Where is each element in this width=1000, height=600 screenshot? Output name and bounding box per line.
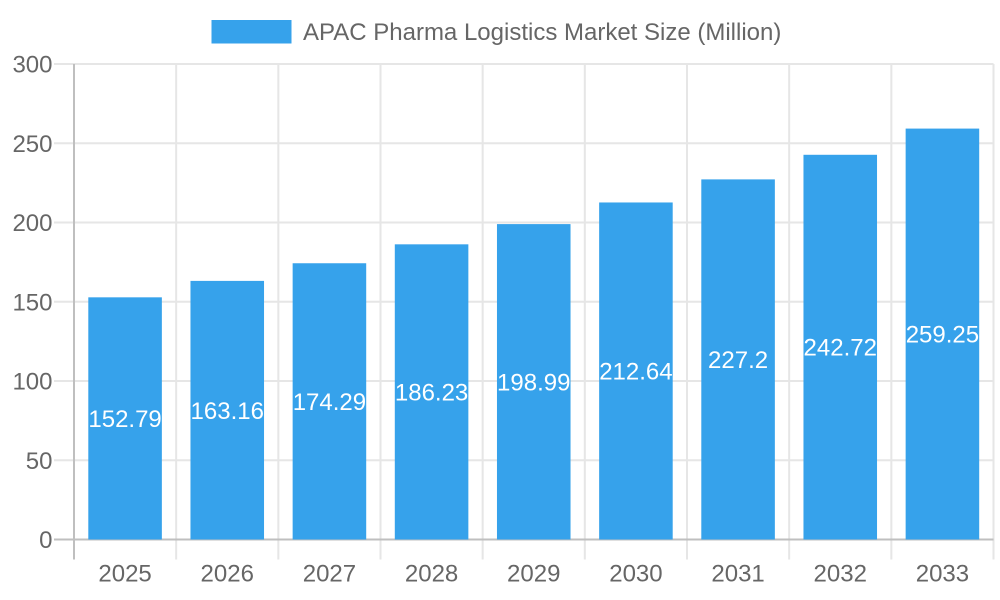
svg-text:250: 250 (12, 131, 52, 158)
svg-text:2025: 2025 (98, 561, 151, 588)
svg-text:259.25: 259.25 (906, 322, 979, 349)
svg-text:2028: 2028 (405, 561, 458, 588)
svg-text:150: 150 (12, 289, 52, 316)
svg-text:2026: 2026 (201, 561, 254, 588)
svg-text:152.79: 152.79 (88, 406, 161, 433)
svg-text:2033: 2033 (916, 561, 969, 588)
svg-text:198.99: 198.99 (497, 369, 570, 396)
svg-text:200: 200 (12, 210, 52, 237)
svg-text:300: 300 (12, 52, 52, 79)
svg-text:227.2: 227.2 (708, 347, 768, 374)
svg-text:2032: 2032 (814, 561, 867, 588)
svg-text:2030: 2030 (609, 561, 662, 588)
svg-text:212.64: 212.64 (599, 359, 672, 386)
svg-text:163.16: 163.16 (191, 398, 264, 425)
svg-text:100: 100 (12, 369, 52, 396)
svg-text:242.72: 242.72 (804, 335, 877, 362)
svg-text:APAC Pharma Logistics Market S: APAC Pharma Logistics Market Size (Milli… (303, 19, 781, 46)
svg-text:0: 0 (39, 527, 52, 554)
svg-text:2029: 2029 (507, 561, 560, 588)
svg-text:50: 50 (26, 448, 53, 475)
svg-text:186.23: 186.23 (395, 380, 468, 407)
svg-text:2031: 2031 (711, 561, 764, 588)
svg-text:2027: 2027 (303, 561, 356, 588)
svg-text:174.29: 174.29 (293, 389, 366, 416)
